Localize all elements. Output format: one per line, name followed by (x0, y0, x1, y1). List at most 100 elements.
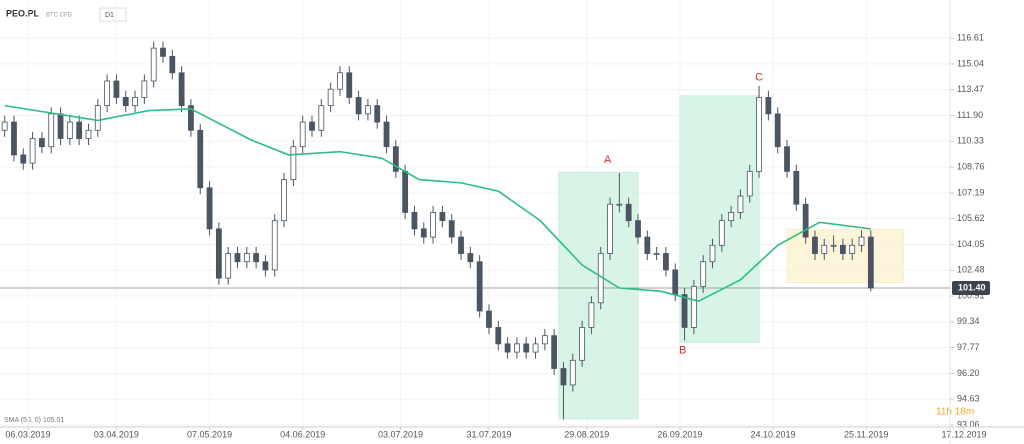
y-tick-label: 108.76 (957, 161, 985, 171)
candle-body (830, 244, 837, 247)
candle-body (672, 269, 679, 295)
y-tick-label: 97.77 (957, 342, 980, 352)
candle-body (113, 80, 120, 98)
candle-body (243, 253, 250, 263)
candle-body (523, 343, 530, 353)
candle-body (588, 302, 595, 328)
candle-body (85, 129, 92, 139)
x-tick-label: 24.10.2019 (751, 429, 796, 439)
candle-body (94, 105, 101, 131)
annotation: C (755, 72, 763, 84)
candle-body (271, 220, 278, 271)
candle-body (150, 47, 157, 82)
candle-body (551, 335, 558, 369)
sma-line (4, 104, 871, 303)
candle-body (812, 236, 818, 254)
candle-body (355, 97, 362, 115)
y-tick-label: 99.34 (957, 316, 980, 326)
candle-body (504, 343, 511, 353)
candle-body (234, 253, 241, 263)
candle-body (402, 170, 409, 213)
candle-body (746, 170, 753, 197)
y-tick-label: 96.20 (957, 368, 980, 378)
candle-body (1, 121, 8, 131)
candle-body (327, 88, 334, 107)
candle-body (290, 146, 297, 180)
candle-body (206, 187, 213, 230)
candle-body (514, 343, 520, 353)
countdown: 11h 18m (936, 407, 974, 418)
candle-body (411, 212, 418, 230)
candle-body (430, 212, 436, 238)
instrument-type[interactable]: BTC CFD (46, 13, 73, 19)
candle-body (541, 335, 548, 345)
candle-body (839, 244, 846, 254)
candle-body (76, 121, 83, 139)
candle-body (383, 121, 390, 148)
candle-body (39, 138, 45, 148)
price-tag (952, 281, 990, 296)
timeframe[interactable]: D1 (105, 12, 114, 19)
candle-body (197, 129, 204, 189)
candle-body (281, 179, 287, 222)
candle-body (486, 310, 492, 328)
candle-body (765, 97, 772, 115)
candle-body (215, 228, 222, 279)
x-tick-label: 03.04.2019 (94, 429, 139, 439)
candle-body (318, 105, 325, 131)
y-tick-label: 102.48 (957, 265, 985, 275)
candle-body (346, 72, 353, 98)
candle-body (709, 244, 716, 263)
candle-body (756, 97, 762, 172)
candle-body (858, 236, 865, 246)
candle-body (867, 236, 874, 289)
candle-body (11, 121, 17, 156)
candle-body (728, 212, 735, 222)
candle-body (448, 220, 455, 238)
symbol: PEO.PL (6, 8, 40, 18)
candle-body (476, 261, 483, 312)
candle-body (57, 113, 64, 139)
timeframe-box[interactable] (99, 7, 127, 22)
y-tick-label: 105.62 (957, 213, 985, 223)
candle-body (439, 212, 446, 222)
y-tick-label: 93.06 (957, 419, 980, 429)
candle-body (532, 343, 539, 353)
candle-body (364, 105, 371, 115)
x-tick-label: 25.11.2019 (844, 429, 888, 439)
x-tick-label: 07.05.2019 (187, 429, 232, 439)
candle-body (122, 97, 129, 107)
candle-body (607, 203, 613, 254)
y-tick-label: 111.90 (957, 110, 983, 120)
candle-body (225, 253, 232, 279)
candle-body (774, 113, 781, 148)
candle-body (458, 236, 464, 254)
candle-body (625, 203, 632, 222)
candle-body (560, 368, 567, 386)
candle-body (420, 228, 427, 238)
candle-body (700, 261, 707, 287)
candle-body (141, 80, 148, 98)
x-tick-label: 17.12.2019 (941, 429, 986, 439)
annotation: B (679, 344, 686, 356)
candle-body (653, 253, 660, 255)
candle-body (188, 105, 194, 131)
x-tick-label: 31.07.2019 (466, 429, 511, 439)
candle-body (66, 121, 73, 139)
candle-body (495, 327, 502, 345)
candle-body (262, 261, 269, 271)
indicator-label: SMA (50, 0) 105.01 (4, 417, 64, 424)
candle-body (569, 359, 576, 386)
candle-body (690, 285, 697, 328)
y-tick-label: 110.33 (957, 136, 984, 146)
candle-body (718, 220, 725, 246)
y-tick-label: 107.19 (957, 187, 985, 197)
x-tick-label: 06.03.2019 (5, 429, 50, 439)
y-tick-label: 100.91 (957, 290, 985, 300)
y-tick-label: 113.47 (957, 84, 984, 94)
candle-body (132, 97, 138, 107)
y-tick-label: 115.04 (957, 58, 984, 68)
